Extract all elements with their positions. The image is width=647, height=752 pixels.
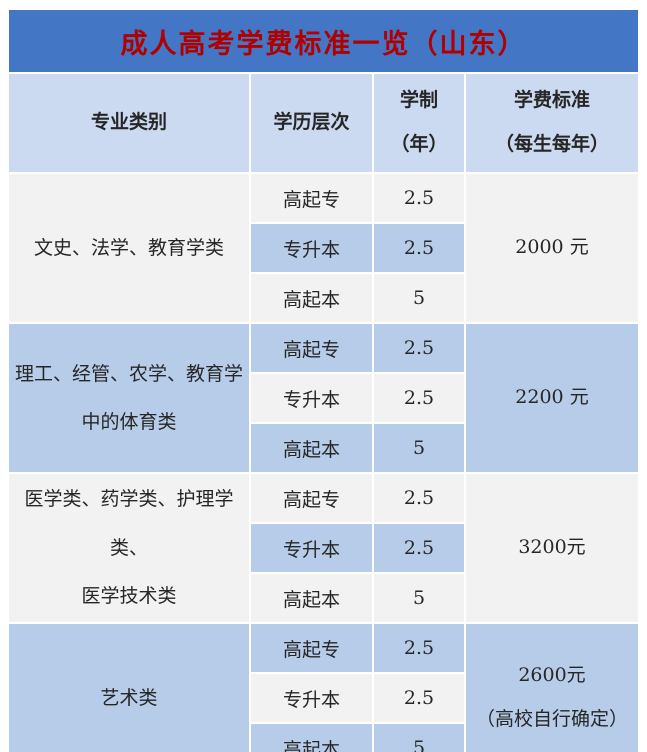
table-row: 医学类、药学类、护理学类、 医学技术类 高起专 2.5 3200元 xyxy=(9,474,638,622)
table-row: 文史、法学、教育学类 高起专 2.5 2000 元 xyxy=(9,174,638,322)
level-cell: 高起本 xyxy=(251,274,372,322)
header-fee-standard: 学费标准 （每生每年） xyxy=(466,74,638,172)
level-cell: 专升本 xyxy=(251,524,372,572)
years-cell: 2.5 xyxy=(374,224,464,272)
years-cell: 2.5 xyxy=(374,524,464,572)
table-row: 专升本 2.5 xyxy=(9,524,638,572)
years-cell: 5 xyxy=(374,274,464,322)
fee-cell: 2600元 （高校自行确定） xyxy=(466,624,638,752)
fee-cell: 2000 元 xyxy=(466,174,638,322)
years-cell: 5 xyxy=(374,574,464,622)
table-row: 专升本 2.5 xyxy=(9,674,638,722)
level-cell: 高起本 xyxy=(251,724,372,752)
header-row: 专业类别 学历层次 学制 （年） 学费标准 （每生每年） xyxy=(9,74,638,172)
fee-cell: 3200元 xyxy=(466,474,638,622)
level-cell: 高起本 xyxy=(251,424,372,472)
tuition-fee-table: 成人高考学费标准一览（山东） 专业类别 学历层次 学制 （年） 学费标准 （每生… xyxy=(7,8,640,752)
table-row: 理工、经管、农学、教育学 中的体育类 高起专 2.5 2200 元 xyxy=(9,324,638,472)
level-cell: 高起专 xyxy=(251,324,372,372)
table-title: 成人高考学费标准一览（山东） xyxy=(9,10,638,72)
table-row: 高起本 5 xyxy=(9,724,638,752)
years-cell: 2.5 xyxy=(374,324,464,372)
header-education-level: 学历层次 xyxy=(251,74,372,172)
header-duration-years: 学制 （年） xyxy=(374,74,464,172)
table-row: 艺术类 高起专 2.5 2600元 （高校自行确定） xyxy=(9,624,638,752)
years-cell: 2.5 xyxy=(374,474,464,522)
years-cell: 5 xyxy=(374,724,464,752)
category-cell: 理工、经管、农学、教育学 中的体育类 xyxy=(9,324,249,472)
table-row: 高起本 5 xyxy=(9,574,638,622)
years-cell: 2.5 xyxy=(374,674,464,722)
table-row: 专升本 2.5 xyxy=(9,224,638,272)
category-cell: 文史、法学、教育学类 xyxy=(9,174,249,322)
level-cell: 高起专 xyxy=(251,174,372,222)
years-cell: 5 xyxy=(374,424,464,472)
level-cell: 专升本 xyxy=(251,224,372,272)
fee-cell: 2200 元 xyxy=(466,324,638,472)
table-row: 高起本 5 xyxy=(9,274,638,322)
category-cell: 艺术类 xyxy=(9,624,249,752)
header-major-category: 专业类别 xyxy=(9,74,249,172)
level-cell: 专升本 xyxy=(251,374,372,422)
level-cell: 专升本 xyxy=(251,674,372,722)
table-row: 高起本 5 xyxy=(9,424,638,472)
level-cell: 高起本 xyxy=(251,574,372,622)
title-row: 成人高考学费标准一览（山东） xyxy=(9,10,638,72)
years-cell: 2.5 xyxy=(374,374,464,422)
table-row: 专升本 2.5 xyxy=(9,374,638,422)
level-cell: 高起专 xyxy=(251,624,372,672)
years-cell: 2.5 xyxy=(374,174,464,222)
category-cell: 医学类、药学类、护理学类、 医学技术类 xyxy=(9,474,249,622)
level-cell: 高起专 xyxy=(251,474,372,522)
years-cell: 2.5 xyxy=(374,624,464,672)
